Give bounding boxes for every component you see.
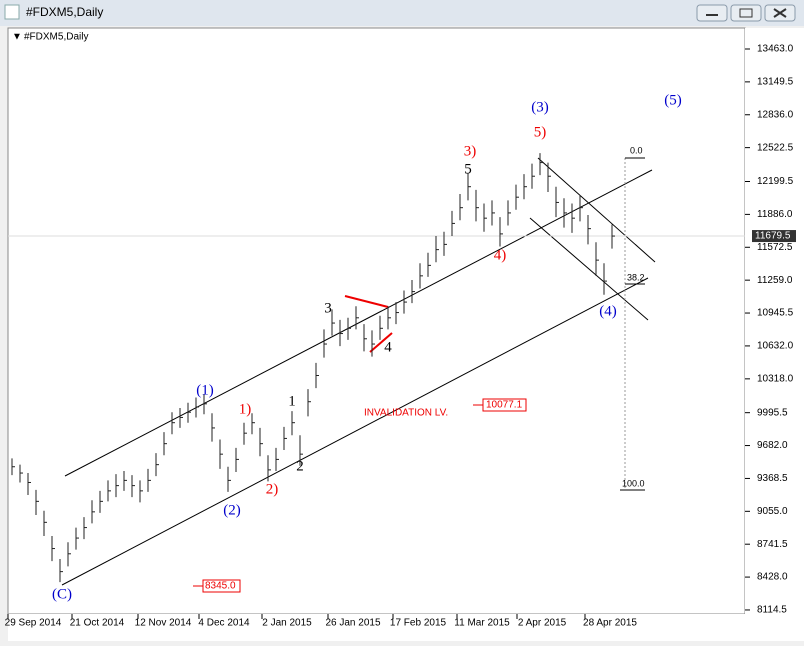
y-tick-label: 13149.5: [757, 77, 794, 88]
x-tick-label: 17 Feb 2015: [390, 618, 447, 629]
invalidation-label: INVALIDATION LV.: [364, 408, 448, 419]
y-tick-label: 12836.0: [757, 109, 794, 120]
x-tick-label: 4 Dec 2014: [198, 618, 250, 629]
x-tick-label: 29 Sep 2014: [5, 618, 62, 629]
minimize-button[interactable]: [696, 4, 728, 22]
wave-label: (3): [531, 99, 549, 115]
x-tick-label: 21 Oct 2014: [70, 618, 125, 629]
y-tick-label: 9055.0: [757, 506, 788, 517]
y-tick-label: 8114.5: [757, 605, 787, 616]
price-axis: [745, 28, 804, 614]
triangle-lines: [344, 295, 393, 353]
wave-label: 4: [384, 339, 392, 355]
wave-label: (2): [223, 502, 241, 518]
wave-label: 3: [324, 300, 332, 316]
y-tick-label: 11886.0: [757, 209, 793, 220]
icon: [773, 8, 787, 18]
chart-title: #FDXM5,Daily: [24, 32, 88, 43]
wave-label: 5: [464, 161, 472, 177]
price-bars: [11, 153, 615, 583]
wave-label: 5): [534, 124, 547, 140]
wave-label: (5): [664, 92, 682, 108]
y-tick-label: 10318.0: [757, 373, 794, 384]
window-icon: [4, 4, 20, 20]
title-bar: [0, 0, 804, 26]
chart-label: ▼: [12, 32, 22, 43]
wave-label: 1: [288, 393, 296, 409]
x-tick-label: 12 Nov 2014: [135, 618, 192, 629]
icon: [739, 8, 753, 18]
wave-label: 2: [296, 458, 304, 474]
wave-label: (C): [52, 586, 72, 602]
window-title: #FDXM5,Daily: [26, 5, 103, 19]
y-tick-label: 10632.0: [757, 341, 794, 352]
x-tick-label: 26 Jan 2015: [325, 618, 380, 629]
y-tick-label: 9368.5: [757, 473, 788, 484]
y-tick-label: 12522.5: [757, 142, 794, 153]
wave-label: (1): [196, 382, 214, 398]
wave-label: 1): [239, 401, 252, 417]
y-tick-label: 10945.5: [757, 308, 794, 319]
fib-label: 38.2: [627, 272, 645, 282]
y-tick-label: 9682.0: [757, 440, 788, 451]
x-tick-label: 2 Jan 2015: [262, 618, 312, 629]
y-tick-label: 8741.5: [757, 539, 788, 550]
fib-label: 100.0: [622, 478, 645, 488]
time-axis: [8, 614, 804, 641]
plot-area: [7, 27, 746, 615]
wave-label: 4): [494, 247, 507, 263]
y-tick-label: 11572.5: [757, 242, 793, 253]
wave-label: (4): [599, 303, 617, 319]
low-price: 8345.0: [205, 581, 236, 592]
y-tick-label: 11259.0: [757, 275, 793, 286]
current-price-box: [752, 230, 796, 243]
x-tick-label: 2 Apr 2015: [518, 618, 567, 629]
invalidation-price: 10077.1: [486, 400, 523, 411]
y-tick-label: 9995.5: [757, 407, 788, 418]
y-tick-label: 12199.5: [757, 176, 794, 187]
fib-label: 0.0: [630, 145, 643, 155]
current-price-label: 11679.5: [755, 231, 791, 242]
y-tick-label: 8428.0: [757, 572, 788, 583]
x-tick-label: 11 Mar 2015: [454, 618, 510, 629]
level-box: [482, 398, 527, 412]
y-tick-label: 13463.0: [757, 44, 794, 55]
wave-label: 3): [464, 143, 477, 159]
level-box: [202, 579, 241, 593]
window-buttons[interactable]: [696, 4, 796, 22]
maximize-button[interactable]: [730, 4, 762, 22]
channel-lines: [61, 157, 656, 586]
wave-label: 2): [266, 481, 279, 497]
x-tick-label: 28 Apr 2015: [583, 618, 637, 629]
